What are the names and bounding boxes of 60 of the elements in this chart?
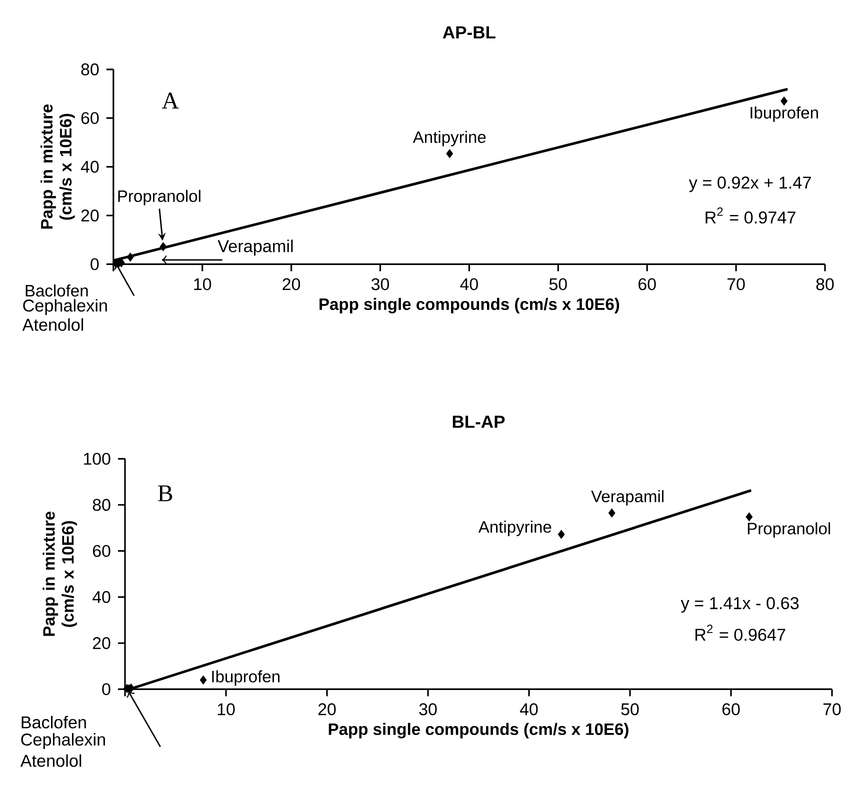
text: Cephalexin [23,299,107,316]
point [126,252,134,262]
x-tick-label: 40 [520,703,538,716]
annotation: A [162,92,179,108]
x-tick-label: 10 [218,703,235,716]
annotation: Antipyrine [478,520,552,536]
y-tick-label: 20 [81,210,99,222]
text: Baclofen [22,716,86,728]
point [558,530,565,539]
annotation: R$^{2}$ = 0.9747 [706,207,796,224]
y-tick-label: 0 [90,258,99,270]
x-axis-title: Papp single compounds (cm/s x 10E6) [320,298,620,314]
x-tick-label: 10 [194,278,212,290]
y-tick-label: 60 [81,112,99,124]
chart-title: BL-AP [452,416,505,428]
y-tick-label: 0 [102,683,110,696]
annotation: Propranolol [118,190,200,206]
x-tick-label: 30 [371,278,389,290]
point [780,96,788,106]
y-tick-label: 40 [92,591,110,604]
point [160,242,167,252]
point [608,508,616,518]
annotation: Propranolol [748,522,830,538]
annotation: Ibuprofen [750,106,818,122]
x-tick-label: 70 [728,278,745,290]
annotation: Baclofen [26,284,88,297]
point [446,149,454,158]
text: Atenolol [22,318,84,331]
point [746,512,753,522]
annotation: B [158,485,172,502]
annotation: R$^{2}$ = 0.9647 [695,624,786,641]
x-tick-label: 80 [816,278,834,290]
x-tick-label: 60 [722,703,740,716]
point [200,676,207,684]
x-axis-title: Papp single compounds (cm/s x 10E6) [328,722,628,738]
annotation: Ibuprofen [212,670,280,686]
annotation: Verapamil [591,490,664,506]
y-axis-title: Papp in mixture (cm/s x 10E6) [42,512,78,636]
x-tick-label: 50 [549,278,567,290]
x-tick-label: 70 [823,703,841,716]
chart-title: AP-BL [442,26,496,38]
x-tick-label: 20 [282,278,300,290]
x-tick-label: 60 [638,278,656,290]
text: Atenolol [20,754,82,767]
x-tick-label: 40 [460,278,478,290]
text: Cephalexin [21,733,105,750]
x-tick-label: 20 [318,703,336,716]
y-tick-label: 40 [80,160,99,173]
y-tick-label: 20 [92,637,110,650]
y-tick-label: 60 [92,544,110,557]
y-tick-label: 80 [81,63,99,76]
annotation: y = 0.92x + 1.47 [688,176,811,192]
x-tick-label: 50 [621,703,639,716]
y-tick-label: 100 [84,452,110,465]
y-tick-label: 80 [92,498,110,511]
annotation: y = 1.41x - 0.63 [680,597,799,613]
x-tick-label: 30 [419,703,437,716]
y-axis-title: Papp in mixture (cm/s x 10E6) [40,104,75,229]
annotation: Antipyrine [412,130,486,146]
annotation: Verapamil [218,240,293,256]
